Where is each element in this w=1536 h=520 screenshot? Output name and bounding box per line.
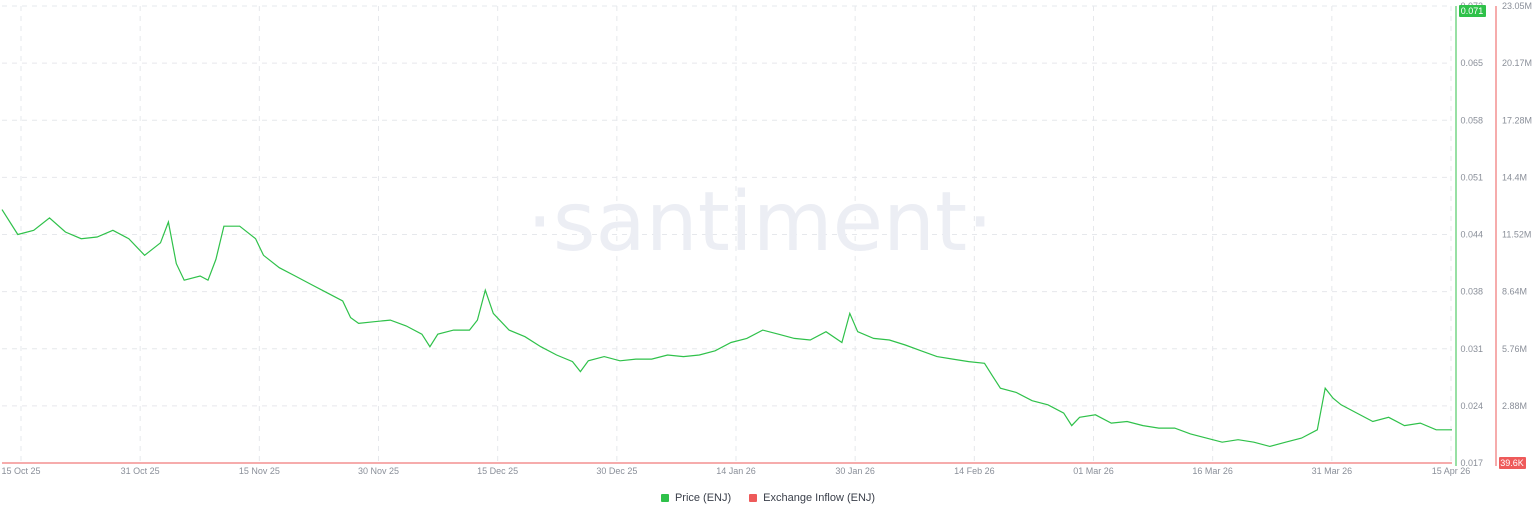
- x-tick-label: 15 Nov 25: [239, 466, 280, 476]
- x-tick-label: 31 Mar 26: [1312, 466, 1353, 476]
- price-tick-label: 0.051: [1460, 172, 1483, 182]
- price-tick-label: 0.031: [1460, 344, 1483, 354]
- x-tick-label: 14 Jan 26: [716, 466, 756, 476]
- x-tick-label: 30 Dec 25: [596, 466, 637, 476]
- price-tick-label: 0.038: [1460, 287, 1483, 297]
- x-tick-label: 16 Mar 26: [1192, 466, 1233, 476]
- inflow-tick-label: 5.76M: [1502, 344, 1527, 354]
- price-tick-label: 0.044: [1460, 230, 1483, 240]
- inflow-tick-label: 11.52M: [1502, 230, 1531, 240]
- price-inflow-chart: ·santiment· 15 Oct 25 31 Oct 25 15 Nov 25 3…: [1, 1, 1532, 476]
- inflow-tick-label: 20.17M: [1502, 58, 1532, 68]
- x-tick-label: 30 Nov 25: [358, 466, 399, 476]
- x-axis-ticks: 15 Oct 25 31 Oct 25 15 Nov 25 30 Nov 25 15 D…: [1, 466, 1470, 476]
- x-tick-label: 15 Apr 26: [1432, 466, 1471, 476]
- price-badge: 0.071: [1459, 5, 1486, 17]
- inflow-badge-text: 39.6K: [1500, 458, 1524, 468]
- x-tick-label: 14 Feb 26: [954, 466, 995, 476]
- inflow-axis-ticks: 23.05M 20.17M 17.28M 14.4M 11.52M 8.64M 5.76M 2…: [1502, 1, 1532, 411]
- inflow-badge: 39.6K: [1499, 457, 1526, 469]
- x-tick-label: 15 Dec 25: [477, 466, 518, 476]
- legend-item-price[interactable]: Price (ENJ): [660, 492, 732, 504]
- legend-item-inflow[interactable]: Exchange Inflow (ENJ): [749, 492, 875, 504]
- price-tick-label: 0.058: [1460, 115, 1483, 125]
- price-badge-text: 0.071: [1461, 6, 1484, 16]
- inflow-tick-label: 2.88M: [1502, 401, 1527, 411]
- inflow-tick-label: 8.64M: [1502, 287, 1527, 297]
- inflow-tick-label: 17.28M: [1502, 115, 1532, 125]
- price-tick-label: 0.065: [1460, 58, 1483, 68]
- x-tick-label: 30 Jan 26: [835, 466, 875, 476]
- legend: Price (ENJ) Exchange Inflow (ENJ): [0, 492, 1536, 504]
- x-tick-label: 15 Oct 25: [1, 466, 40, 476]
- x-tick-label: 31 Oct 25: [121, 466, 160, 476]
- price-series-line: [1, 209, 1452, 448]
- price-tick-label: 0.024: [1460, 401, 1483, 411]
- price-tick-label: 0.017: [1460, 458, 1483, 468]
- price-axis-ticks: 0.0720.0650.0580.0510.0440.0380.0310.024…: [1460, 1, 1483, 468]
- inflow-tick-label: 23.05M: [1502, 1, 1532, 11]
- legend-label-price: Price (ENJ): [674, 492, 732, 504]
- santiment-watermark: ·santiment·: [527, 175, 993, 270]
- inflow-tick-label: 14.4M: [1502, 172, 1527, 182]
- price-swatch: [660, 494, 669, 502]
- legend-label-inflow: Exchange Inflow (ENJ): [763, 492, 876, 504]
- inflow-swatch: [749, 494, 758, 502]
- x-tick-label: 01 Mar 26: [1073, 466, 1114, 476]
